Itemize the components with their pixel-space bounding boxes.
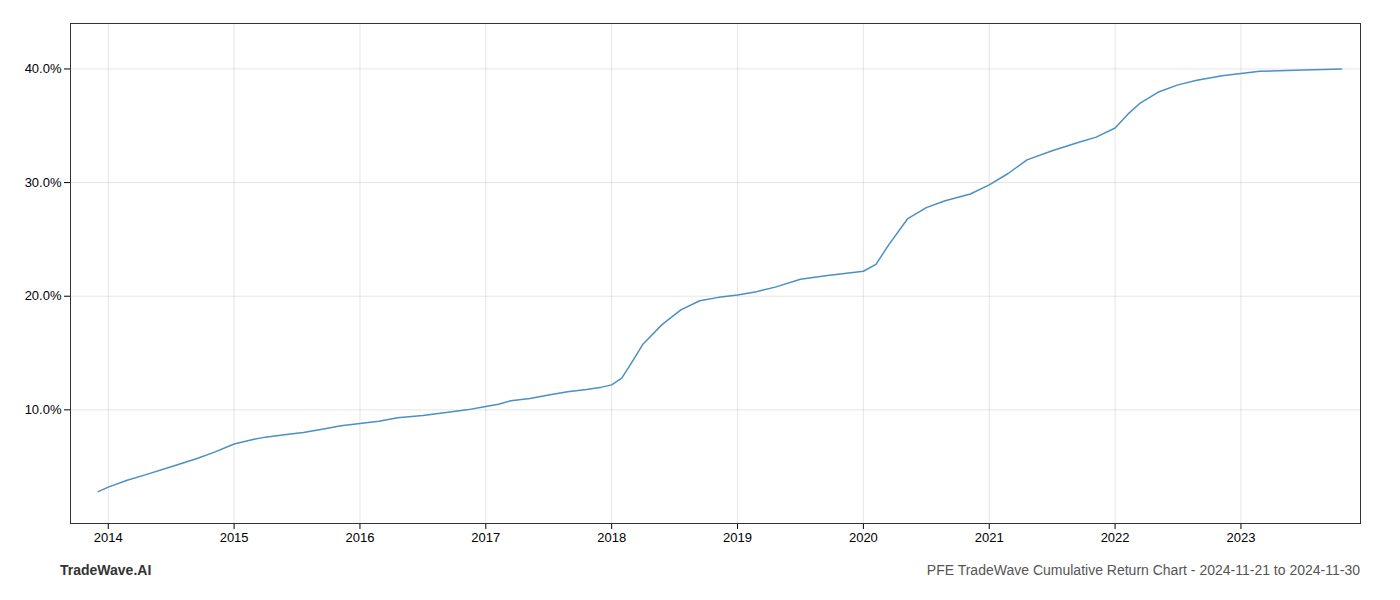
html-text:PFE TradeWave Cumulative Retur: PFE TradeWave Cumulative Return Chart - … xyxy=(926,562,1360,578)
svg-text:2020: 2020 xyxy=(849,530,878,545)
svg-text:2017: 2017 xyxy=(471,530,500,545)
svg-text:2015: 2015 xyxy=(220,530,249,545)
svg-text:2019: 2019 xyxy=(723,530,752,545)
svg-text:2023: 2023 xyxy=(1226,530,1255,545)
svg-text:30.0%: 30.0% xyxy=(25,175,62,190)
svg-text:2014: 2014 xyxy=(94,530,123,545)
svg-text:2016: 2016 xyxy=(346,530,375,545)
svg-text:2018: 2018 xyxy=(597,530,626,545)
svg-text:20.0%: 20.0% xyxy=(25,288,62,303)
svg-text:10.0%: 10.0% xyxy=(25,402,62,417)
html-text:TradeWave.AI: TradeWave.AI xyxy=(60,562,152,578)
svg-text:2022: 2022 xyxy=(1101,530,1130,545)
svg-text:40.0%: 40.0% xyxy=(25,61,62,76)
svg-text:2021: 2021 xyxy=(975,530,1004,545)
